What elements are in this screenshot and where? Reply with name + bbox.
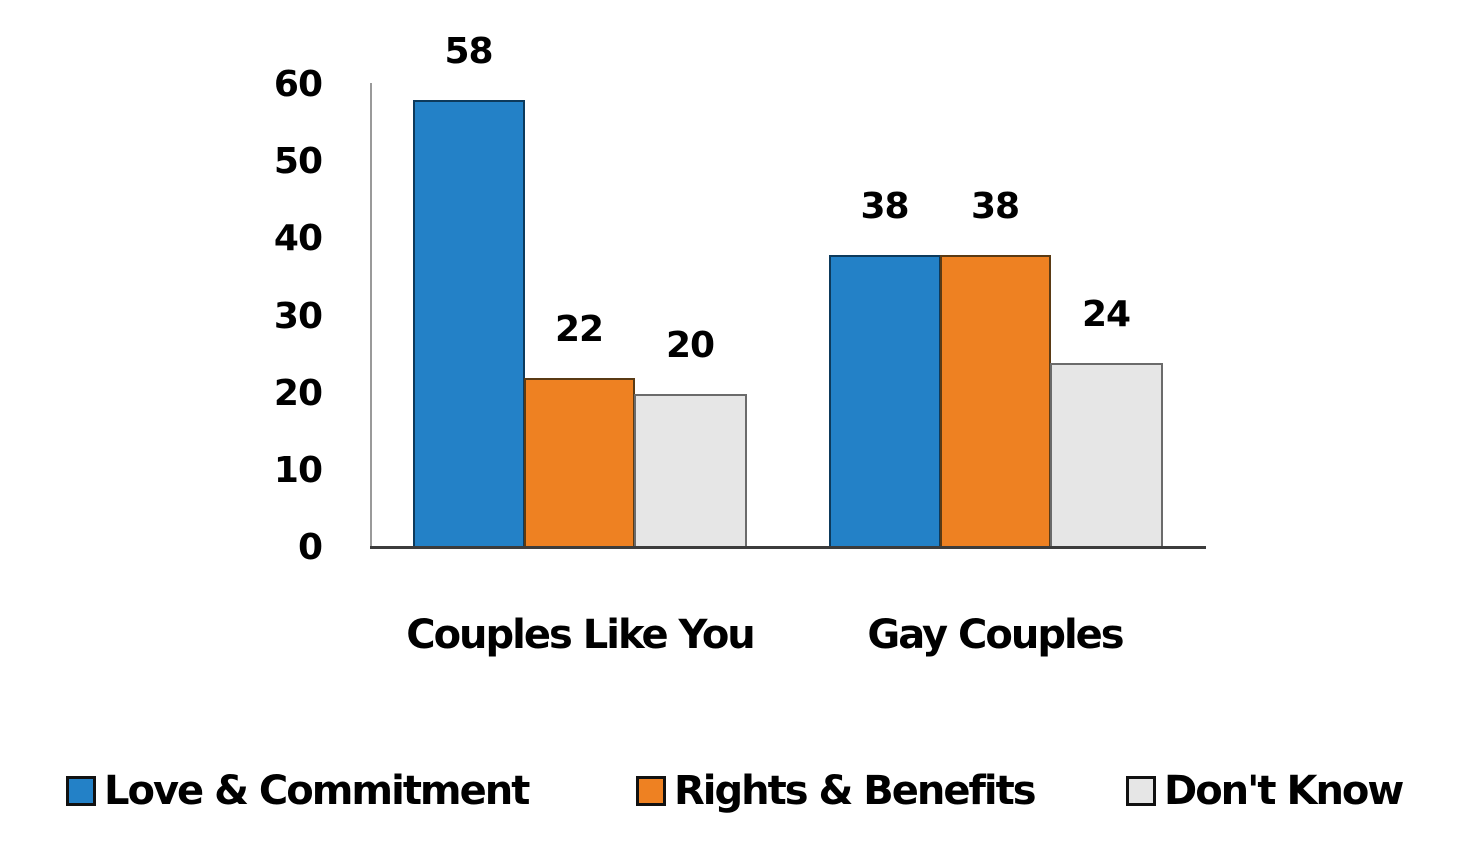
y-tick-label: 20 — [273, 372, 323, 414]
legend-swatch-blue-icon — [66, 776, 96, 806]
legend-item-rights-benefits: Rights & Benefits — [636, 766, 1037, 816]
data-label: 38 — [970, 185, 1020, 227]
bar-gay-couples-dont-know — [1050, 362, 1163, 548]
data-label: 22 — [554, 309, 604, 351]
legend-swatch-orange-icon — [636, 776, 666, 806]
y-axis-line — [370, 83, 372, 549]
data-label: 58 — [444, 31, 493, 73]
bar-couples-like-you-love-commitment — [413, 100, 525, 548]
data-label: 38 — [860, 185, 909, 227]
y-tick-label: 40 — [273, 218, 323, 260]
data-label: 24 — [1081, 293, 1131, 335]
legend-label: Don't Know — [1164, 768, 1404, 814]
legend-label: Rights & Benefits — [674, 768, 1037, 814]
legend: Love & Commitment Rights & Benefits Don'… — [0, 766, 1480, 816]
category-label-couples-like-you: Couples Like You — [406, 612, 756, 658]
data-label: 20 — [665, 324, 715, 366]
bar-gay-couples-love-commitment — [829, 254, 941, 548]
y-tick-label: 50 — [273, 141, 323, 183]
legend-swatch-gray-icon — [1126, 776, 1156, 806]
x-axis-line — [370, 546, 1206, 549]
bar-couples-like-you-rights-benefits — [524, 378, 635, 548]
legend-item-dont-know: Don't Know — [1126, 766, 1404, 816]
y-tick-label: 30 — [273, 295, 323, 337]
bar-gay-couples-rights-benefits — [940, 254, 1051, 548]
legend-label: Love & Commitment — [104, 768, 530, 814]
y-tick-label: 60 — [273, 64, 323, 105]
legend-item-love-commitment: Love & Commitment — [66, 766, 530, 816]
y-tick-label: 0 — [297, 527, 323, 568]
category-label-gay-couples: Gay Couples — [867, 612, 1124, 658]
y-tick-label: 10 — [273, 449, 323, 491]
bar-couples-like-you-dont-know — [634, 393, 747, 548]
